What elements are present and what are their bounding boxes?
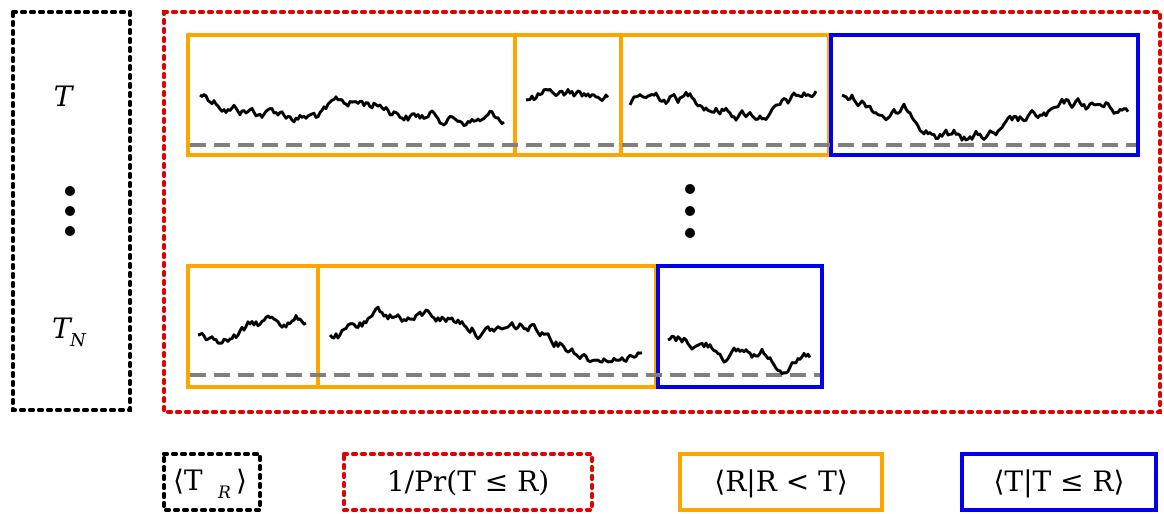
legend-conditional-R: ⟨R|R < T⟩ bbox=[678, 452, 884, 512]
label-T: T bbox=[54, 80, 75, 113]
rowN-trace-3 bbox=[667, 334, 812, 376]
rowN-completion-box bbox=[656, 264, 824, 389]
row1-trace-1 bbox=[199, 93, 505, 127]
row1-trace-2 bbox=[525, 88, 610, 102]
svg-text:⟨T|T ≤ R⟩: ⟨T|T ≤ R⟩ bbox=[994, 465, 1125, 498]
vertical-ellipsis-middle bbox=[685, 184, 695, 238]
row1-traces bbox=[199, 88, 1130, 142]
legend-conditional-T: ⟨T|T ≤ R⟩ bbox=[960, 452, 1158, 512]
ensemble-box bbox=[11, 10, 132, 412]
svg-text:⟩: ⟩ bbox=[236, 464, 247, 497]
trajectory-region-box bbox=[162, 10, 1162, 414]
svg-text:1/Pr(T ≤ R): 1/Pr(T ≤ R) bbox=[387, 465, 549, 498]
row1-trace-3 bbox=[628, 90, 818, 122]
legend-inverse-probability: 1/Pr(T ≤ R) bbox=[342, 452, 594, 512]
row1-restart-box-1 bbox=[186, 33, 517, 157]
svg-text:⟨R|R < T⟩: ⟨R|R < T⟩ bbox=[714, 465, 847, 498]
label-T-N: T N bbox=[52, 312, 87, 351]
row1-trace-4 bbox=[841, 93, 1130, 142]
row1-completion-box bbox=[829, 33, 1140, 157]
svg-text:T: T bbox=[52, 312, 73, 345]
rowN-trace-1 bbox=[197, 314, 307, 345]
rowN-restart-box-1 bbox=[186, 264, 320, 389]
svg-text:R: R bbox=[217, 483, 231, 503]
rowN-traces bbox=[197, 305, 812, 376]
vertical-ellipsis-left bbox=[65, 186, 75, 236]
svg-text:N: N bbox=[69, 330, 87, 351]
rowN-trace-2 bbox=[328, 305, 643, 364]
legend-mean-restart-time: ⟨T R ⟩ bbox=[162, 452, 262, 512]
svg-text:⟨T: ⟨T bbox=[173, 464, 203, 497]
